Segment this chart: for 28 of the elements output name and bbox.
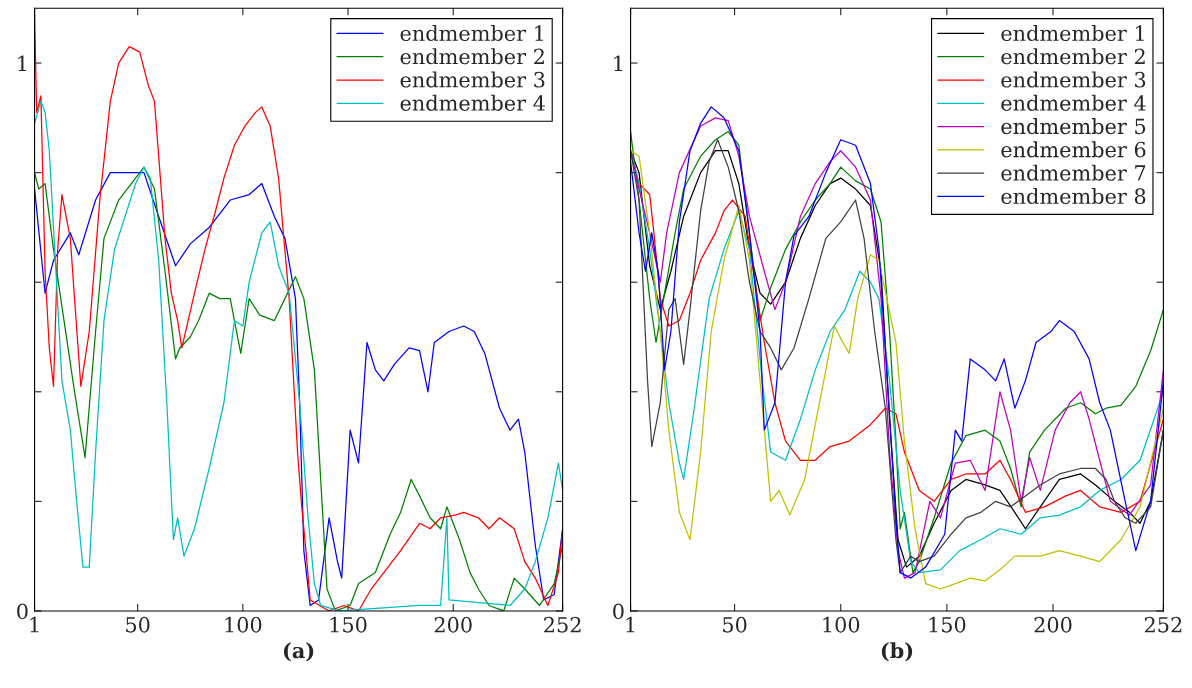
- legend-label: endmember 2: [1001, 48, 1145, 65]
- legend-label: endmember 2: [400, 48, 544, 65]
- x-tick-label: 150: [929, 616, 966, 633]
- x-tick-label: 1: [30, 616, 39, 633]
- x-tick-label: 50: [723, 616, 747, 633]
- legend-label: endmember 3: [1001, 71, 1146, 88]
- legend-label: endmember 5: [1001, 118, 1146, 135]
- legend-label: endmember 4: [400, 94, 545, 111]
- x-tick-label: 50: [126, 616, 150, 633]
- y-tick-label: 0: [613, 603, 624, 620]
- x-tick-label: 252: [544, 616, 581, 633]
- x-tick-label: 100: [225, 616, 262, 633]
- x-tick-label: 150: [330, 616, 367, 633]
- legend-label: endmember 3: [400, 71, 545, 88]
- legend-label: endmember 6: [1001, 141, 1146, 158]
- x-axis-title: (b): [881, 642, 913, 662]
- legend-label: endmember 7: [1001, 164, 1146, 181]
- x-tick-label: 200: [1034, 616, 1072, 633]
- y-tick-label: 0: [17, 603, 28, 620]
- x-tick-label: 1: [626, 616, 635, 633]
- legend-label: endmember 1: [400, 24, 543, 42]
- x-axis-title: (a): [283, 642, 314, 662]
- x-tick-label: 252: [1144, 616, 1182, 633]
- x-tick-label: 100: [823, 616, 860, 633]
- legend-label: endmember 1: [1001, 24, 1144, 42]
- legend-label: endmember 4: [1001, 94, 1146, 111]
- legend-label: endmember 8: [1001, 187, 1146, 205]
- x-tick-label: 200: [434, 616, 472, 633]
